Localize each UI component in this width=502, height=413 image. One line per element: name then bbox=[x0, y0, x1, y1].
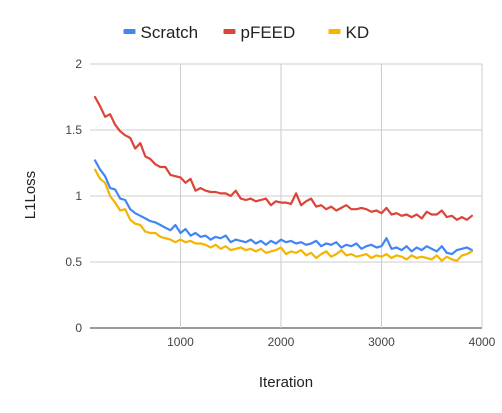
y-tick-label: 1.5 bbox=[65, 123, 82, 137]
legend: Scratch pFEED KD bbox=[123, 23, 370, 42]
y-tick-label: 0 bbox=[75, 321, 82, 335]
x-axis-ticks: 1000 2000 3000 4000 bbox=[167, 335, 496, 349]
series-line-scratch bbox=[93, 159, 473, 256]
y-axis-ticks: 0 0.5 1 1.5 2 bbox=[65, 57, 82, 335]
x-tick-label: 4000 bbox=[469, 335, 496, 349]
y-axis-title: L1Loss bbox=[22, 171, 39, 219]
legend-swatch-scratch bbox=[123, 29, 136, 34]
x-gridlines bbox=[179, 64, 483, 328]
y-tick-label: 0.5 bbox=[65, 255, 82, 269]
x-tick-label: 2000 bbox=[268, 335, 295, 349]
y-tick-label: 1 bbox=[75, 189, 82, 203]
legend-label-kd: KD bbox=[346, 23, 370, 42]
y-gridlines bbox=[90, 63, 482, 329]
legend-swatch-pfeed bbox=[223, 29, 236, 34]
series-line-pfeed bbox=[93, 95, 473, 221]
series-layer bbox=[93, 95, 473, 262]
legend-label-pfeed: pFEED bbox=[241, 23, 296, 42]
y-tick-label: 2 bbox=[75, 57, 82, 71]
legend-swatch-kd bbox=[328, 29, 341, 34]
legend-label-scratch: Scratch bbox=[141, 23, 199, 42]
x-tick-label: 1000 bbox=[167, 335, 194, 349]
x-tick-label: 3000 bbox=[368, 335, 395, 349]
series-line-kd bbox=[93, 168, 473, 262]
x-axis-title: Iteration bbox=[259, 374, 313, 391]
